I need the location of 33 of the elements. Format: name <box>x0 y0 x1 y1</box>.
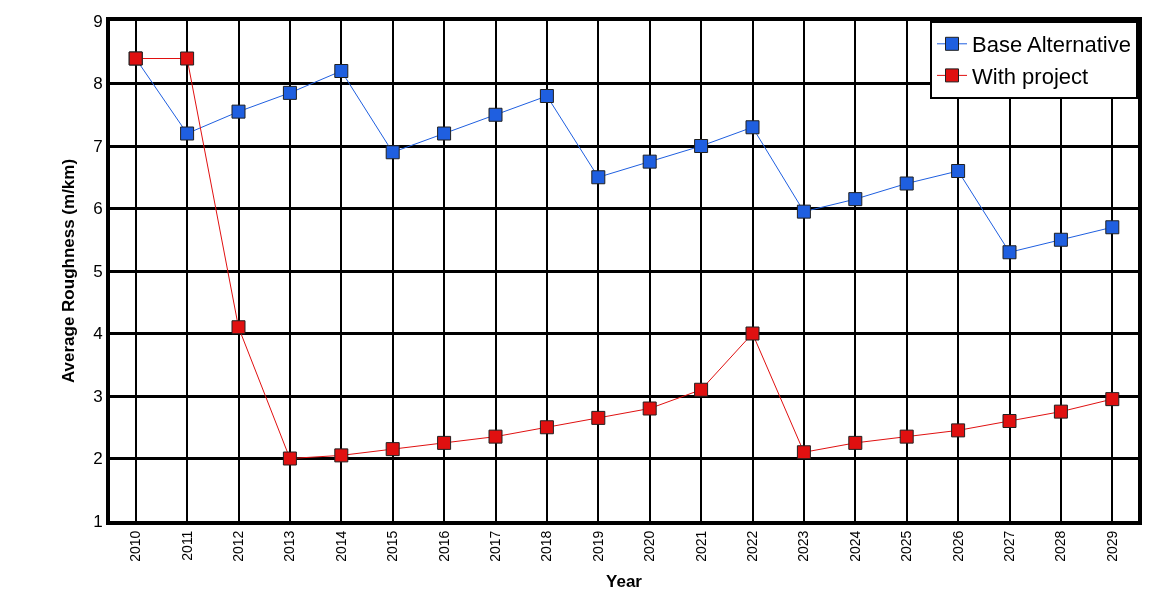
y-tick-label: 2 <box>93 449 103 469</box>
x-tick-label: 2016 <box>435 530 452 562</box>
y-tick-label: 7 <box>93 136 103 156</box>
x-tick-label: 2026 <box>949 530 966 562</box>
y-tick-label: 4 <box>93 324 103 344</box>
y-tick-label: 6 <box>93 199 103 219</box>
y-tick-label: 5 <box>93 261 103 281</box>
x-tick-label: 2012 <box>230 530 247 562</box>
y-tick-label: 8 <box>93 74 103 94</box>
x-tick-label: 2017 <box>487 530 504 562</box>
x-tick-label: 2027 <box>1001 530 1018 562</box>
x-tick-label: 2014 <box>332 530 349 562</box>
y-tick-label: 1 <box>93 511 103 531</box>
legend-label: With project <box>972 63 1089 89</box>
x-tick-label: 2021 <box>692 530 709 562</box>
x-axis-title: Year <box>606 571 643 591</box>
x-tick-label: 2013 <box>281 530 298 562</box>
x-tick-label: 2010 <box>127 530 144 562</box>
legend-label: Base Alternative <box>972 32 1131 58</box>
y-axis-title: Average Roughness (m/km) <box>59 158 79 384</box>
x-tick-label: 2022 <box>744 530 761 562</box>
x-tick-label: 2011 <box>178 530 195 561</box>
x-tick-label: 2025 <box>898 530 915 562</box>
x-tick-label: 2015 <box>384 530 401 562</box>
y-tick-label: 9 <box>93 11 103 31</box>
x-tick-label: 2020 <box>641 530 658 562</box>
x-tick-label: 2018 <box>538 530 555 562</box>
x-tick-label: 2024 <box>846 530 863 562</box>
x-tick-label: 2029 <box>1103 530 1120 562</box>
x-tick-label: 2023 <box>795 530 812 562</box>
x-tick-label: 2028 <box>1052 530 1069 562</box>
x-tick-label: 2019 <box>589 530 606 562</box>
y-tick-label: 3 <box>93 386 103 406</box>
